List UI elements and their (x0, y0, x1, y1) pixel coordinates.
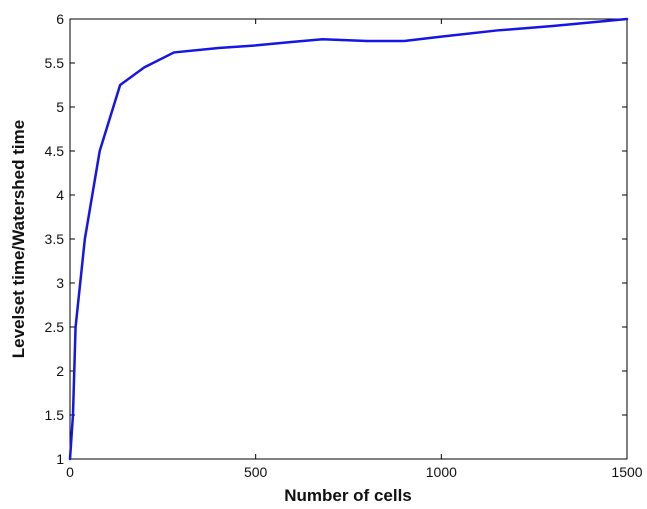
x-axis-label: Number of cells (284, 486, 412, 505)
series-line (68, 17, 629, 461)
y-tick-label: 2.5 (45, 319, 65, 335)
y-axis-label: Levelset time/Watershed time (9, 120, 28, 358)
y-tick-label: 4.5 (45, 143, 65, 159)
x-tick-label: 1000 (426, 464, 457, 480)
y-tick-label: 6 (56, 11, 64, 27)
y-tick-label: 5 (56, 99, 64, 115)
plot-area (69, 18, 628, 460)
y-tick-label: 1.5 (45, 407, 65, 423)
x-tick-label: 500 (244, 464, 268, 480)
x-tick-label: 0 (66, 464, 74, 480)
x-tick-label: 1500 (611, 464, 642, 480)
y-tick-label: 1 (56, 451, 64, 467)
y-axis-ticks: 1 1.5 2 2.5 3 3.5 4 4.5 5 5.5 6 (45, 11, 627, 467)
y-tick-label: 5.5 (45, 55, 65, 71)
y-tick-label: 4 (56, 187, 64, 203)
series-layer (68, 17, 629, 461)
y-tick-label: 3.5 (45, 231, 65, 247)
y-tick-label: 2 (56, 363, 64, 379)
x-axis-ticks: 0 500 1000 1500 (66, 19, 643, 480)
y-tick-label: 3 (56, 275, 64, 291)
